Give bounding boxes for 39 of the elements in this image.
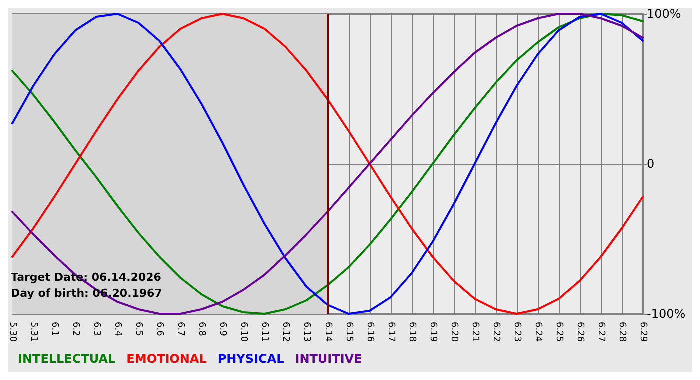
x-tick-label: 6.18 [406,322,417,342]
line-series [12,13,644,315]
x-tick-label: 6.2 [70,322,81,336]
text: INTELLECTUAL [18,352,116,366]
x-tick-label: 5.30 [8,322,18,342]
x-tick-label: 6.6 [154,322,165,337]
x-tick-label: 6.20 [448,322,459,342]
x-tick-label: 6.12 [280,322,291,342]
x-tick-label: 6.1 [50,322,60,336]
x-tick-label: 6.15 [344,322,354,342]
x-tick-label: 6.27 [596,322,606,342]
x-tick-label: 6.13 [302,322,312,342]
x-tick-label: 6.19 [428,322,438,342]
x-tick-label: 6.28 [616,322,627,342]
text: PHYSICAL [218,352,285,366]
x-tick-label: 6.26 [574,322,585,342]
y-tick-label: 100% [647,7,682,21]
x-tick-label: 6.24 [532,322,543,342]
x-tick-label: 5.31 [28,322,39,342]
x-tick-label: 6.10 [238,322,249,342]
x-tick-label: 6.7 [176,322,186,336]
x-tick-label: 6.17 [386,322,396,342]
x-tick-label: 6.11 [260,322,270,342]
x-tick-label: 6.22 [490,322,501,342]
y-tick-label: -100% [647,307,686,321]
x-tick-label: 6.8 [196,322,207,337]
text: EMOTIONAL [126,352,208,366]
x-tick-label: 6.16 [364,322,375,342]
text: INTUITIVE [295,352,362,366]
y-tick-label: 0 [647,157,655,171]
x-tick-label: 6.9 [218,322,228,337]
x-tick-label: 6.25 [554,322,564,342]
x-tick-label: 6.5 [134,322,144,336]
x-tick-label: 6.23 [512,322,522,342]
x-tick-label: 6.4 [112,322,123,337]
x-tick-label: 6.3 [92,322,102,336]
x-tick-label: 6.29 [638,322,648,342]
x-tick-label: 6.21 [470,322,480,342]
x-tick-label: 6.14 [322,322,333,342]
